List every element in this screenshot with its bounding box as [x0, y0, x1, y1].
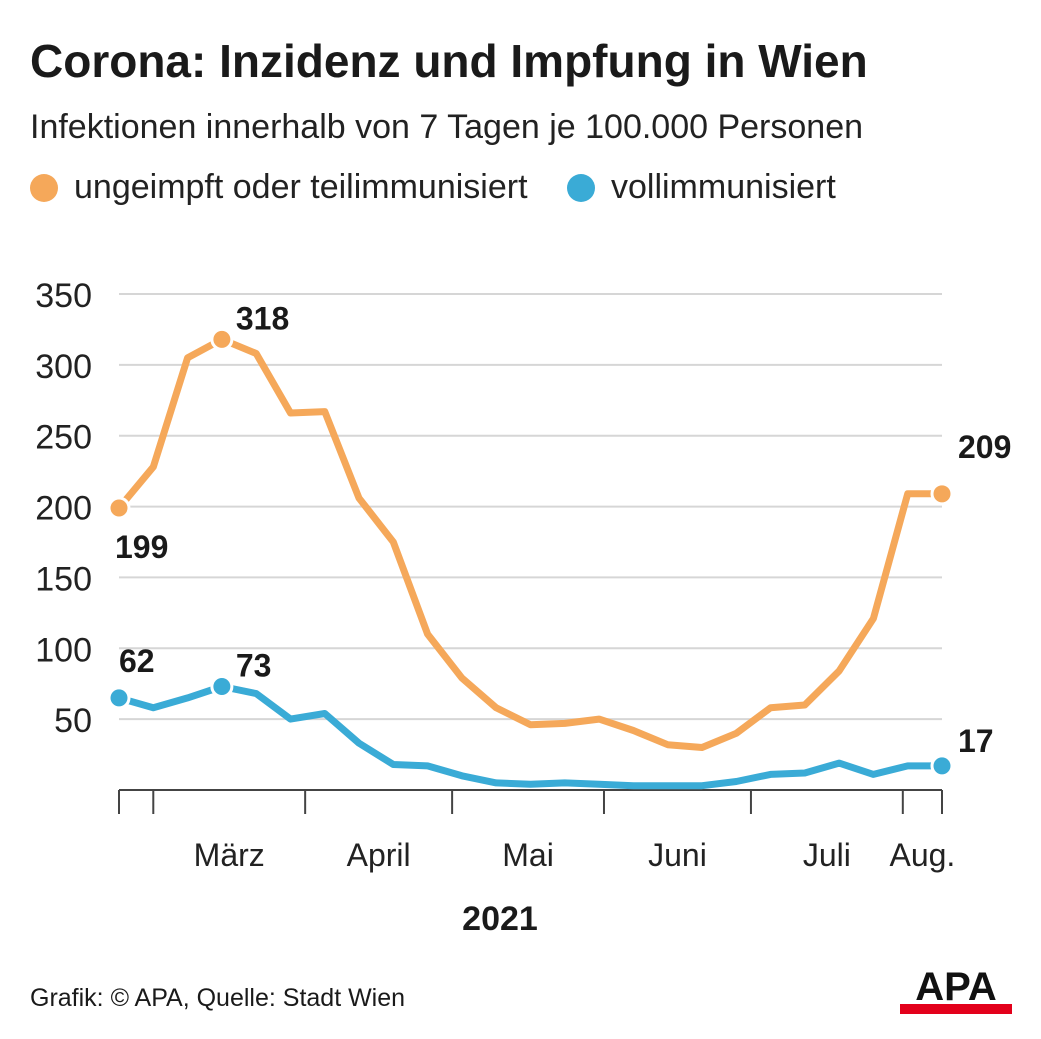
x-tick-label-juni: Juni [648, 837, 707, 873]
x-tick-label-mai: Mai [502, 837, 554, 873]
page-title: Corona: Inzidenz und Impfung in Wien [30, 35, 868, 87]
source-credit: Grafik: © APA, Quelle: Stadt Wien [30, 984, 406, 1012]
apa-logo-text: APA [915, 966, 996, 1009]
legend: ungeimpft oder teilimmunisiert vollimmun… [30, 168, 866, 211]
page-subtitle: Infektionen innerhalb von 7 Tagen je 100… [30, 108, 864, 146]
data-point-1-3 [210, 675, 234, 699]
apa-logo: APA [900, 966, 1012, 1014]
data-point-0-3 [210, 327, 234, 351]
data-label-1-23: 17 [958, 723, 994, 759]
series-line-0 [115, 335, 946, 751]
legend-dot-unvaccinated [30, 173, 58, 202]
legend-label-vaccinated: vollimmunisiert [610, 168, 836, 206]
legend-item-vaccinated: vollimmunisiert [566, 168, 836, 207]
x-tick-label-april: April [347, 837, 411, 873]
x-tick-label-juli: Juli [803, 837, 851, 873]
x-tick-label-märz: März [194, 837, 265, 873]
data-label-0-3: 318 [236, 300, 289, 336]
y-tick-label-200: 200 [35, 490, 92, 528]
data-label-1-0: 62 [119, 643, 155, 679]
y-tick-label-50: 50 [54, 702, 92, 740]
x-tick-label-aug: Aug. [889, 837, 955, 873]
data-point-1-23 [930, 754, 954, 778]
data-label-1-3: 73 [236, 648, 272, 684]
series-line-1 [115, 683, 946, 790]
apa-logo-bar [900, 1004, 1012, 1014]
y-tick-label-150: 150 [35, 560, 92, 598]
data-point-1-0 [107, 686, 131, 710]
legend-label-unvaccinated: ungeimpft oder teilimmunisiert [74, 168, 528, 206]
x-axis-label: 2021 [462, 900, 538, 938]
y-tick-label-350: 350 [35, 277, 92, 315]
y-tick-label-300: 300 [35, 348, 92, 386]
y-tick-label-250: 250 [35, 419, 92, 457]
data-point-0-23 [930, 482, 954, 506]
legend-item-unvaccinated: ungeimpft oder teilimmunisiert [30, 168, 528, 207]
y-tick-label-100: 100 [35, 631, 92, 669]
data-label-0-23: 209 [958, 429, 1011, 465]
legend-dot-vaccinated [566, 173, 595, 202]
data-label-0-0: 199 [115, 529, 168, 565]
data-point-0-0 [107, 496, 131, 520]
